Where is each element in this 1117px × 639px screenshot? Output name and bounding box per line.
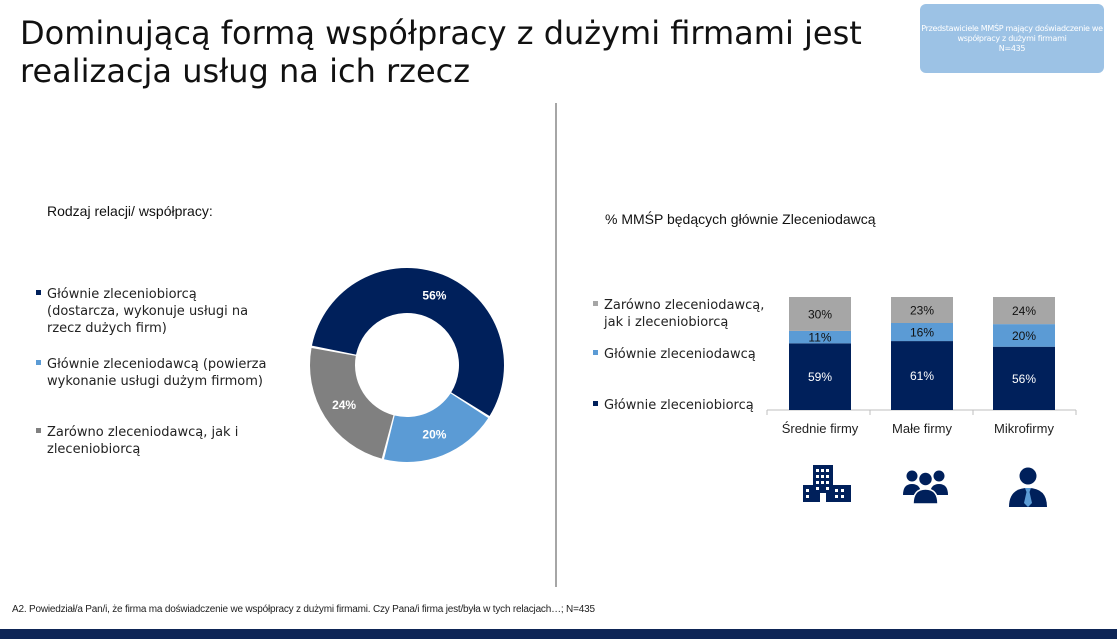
donut-legend-item-2: Głównie zleceniodawcą (powierza wykonani… [36,356,272,390]
bar-segment [993,297,1055,325]
bar-value-label: 61% [910,369,934,383]
bar-subtitle: % MMŚP będących głównie Zleceniodawcą [605,211,876,227]
sample-badge: Przedstawiciele MMŚP mający doświadczeni… [920,4,1104,73]
x-tick-label: Średnie firmy [782,421,859,436]
donut-slice [310,347,394,459]
bar-segment [789,297,851,331]
building-icon [803,465,851,502]
group-icon [903,470,948,505]
bar-segment [891,322,953,342]
bar-value-label: 20% [1012,329,1036,343]
legend-swatch [593,401,598,406]
donut-slice-label: 56% [422,289,446,303]
donut-slice [311,267,505,416]
donut-legend-item-3: Zarówno zleceniodawcą, jak i zleceniobio… [36,424,247,458]
badge-sample-size: N=435 [998,43,1026,53]
legend-swatch [593,350,598,355]
legend-swatch [36,290,41,295]
x-tick-label: Małe firmy [892,421,952,436]
donut-slice-label: 20% [422,427,446,441]
stacked-bar-chart: 59% 11% 30% Średnie firmy 61% 16% 23% Małe firm… [766,297,1077,436]
page-title: Dominującą formą współpracy z dużymi fir… [20,14,862,90]
x-tick-label: Mikrofirmy [994,421,1054,436]
donut-slice-label: 24% [332,398,356,412]
legend-swatch [36,360,41,365]
footnote: A2. Powiedział/a Pan/i, że firma ma dośw… [12,604,595,615]
bar-segment [993,346,1055,410]
legend-swatch [593,301,598,306]
bar-segment [891,297,953,323]
bar-legend-item-zleceniodawca: Głównie zleceniodawcą [593,346,774,363]
bar-value-label: 56% [1012,372,1036,386]
bar-legend-item-zleceniobiorca: Głównie zleceniobiorcą [593,397,774,414]
bar-value-label: 30% [808,307,832,321]
donut-subtitle: Rodzaj relacji/ współpracy: [47,203,213,219]
person-icon [1009,467,1047,507]
bar-segment [891,341,953,410]
badge-description: Przedstawiciele MMŚP mający doświadczeni… [921,23,1103,43]
bar-value-label: 11% [808,331,831,345]
donut-slice [384,393,489,462]
bar-value-label: 59% [808,370,832,384]
bar-value-label: 24% [1012,304,1036,318]
donut-legend-item-1: Głównie zleceniobiorcą (dostarcza, wykon… [36,286,272,337]
bar-legend-item-both: Zarówno zleceniodawcą, jak i zleceniobio… [593,297,774,331]
bar-value-label: 16% [910,326,934,340]
bar-segment [993,324,1055,347]
donut-chart: 56% 20% 24% [310,267,505,462]
bar-segment [789,330,851,344]
company-size-icons [803,465,1047,507]
bar-value-label: 23% [910,303,934,317]
legend-swatch [36,428,41,433]
vertical-divider [555,103,557,587]
bottom-bar [0,629,1117,639]
bar-segment [789,343,851,410]
